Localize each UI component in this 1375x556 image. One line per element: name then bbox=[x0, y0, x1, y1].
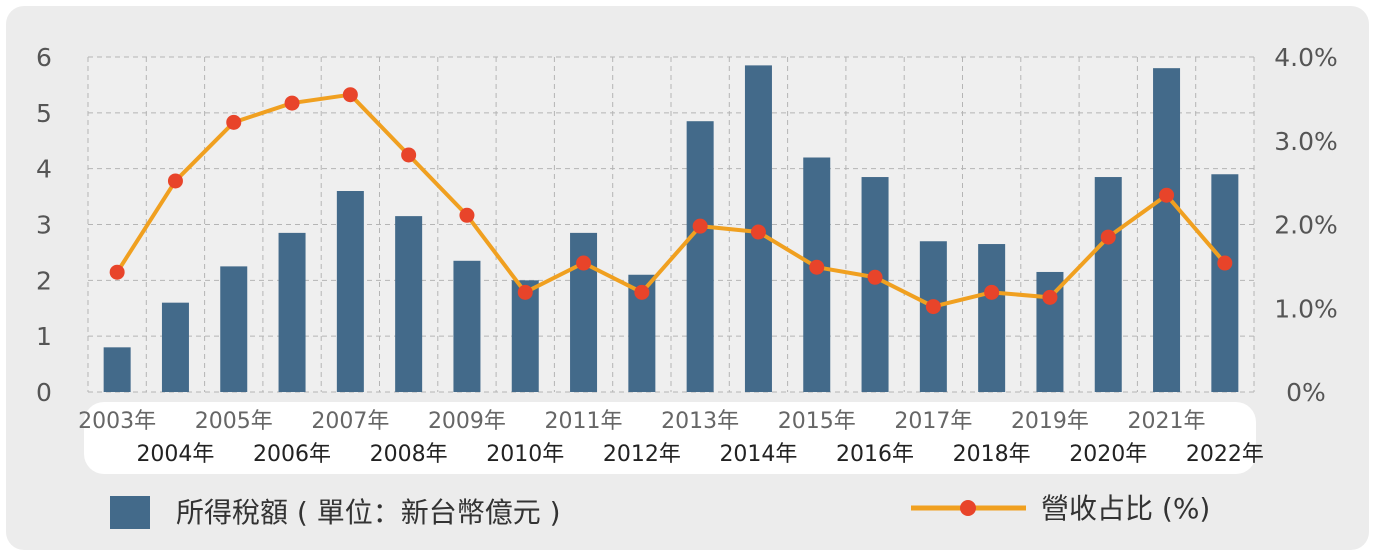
legend-line-marker bbox=[960, 500, 976, 516]
x-tick-label: 2005年 bbox=[195, 409, 273, 434]
legend-bar-swatch bbox=[110, 496, 150, 529]
x-tick-label: 2020年 bbox=[1069, 442, 1147, 467]
x-axis-labels: 2003年 2004年 2005年 2006年 2007年 2008年 2009年 2010年… bbox=[78, 409, 1264, 467]
x-tick-label: 2003年 bbox=[78, 409, 156, 434]
x-tick-label: 2012年 bbox=[603, 442, 681, 467]
bar-2007年 bbox=[336, 191, 364, 392]
x-tick-label: 2019年 bbox=[1011, 409, 1089, 434]
bar-2009年 bbox=[453, 260, 481, 392]
bar-2020年 bbox=[1094, 177, 1122, 392]
point-2007年 bbox=[342, 87, 358, 103]
x-tick-label: 2013年 bbox=[661, 409, 739, 434]
point-2010年 bbox=[517, 284, 533, 300]
x-tick-label: 2008年 bbox=[370, 442, 448, 467]
point-2012年 bbox=[634, 284, 650, 300]
point-2018年 bbox=[984, 284, 1000, 300]
point-2016年 bbox=[867, 269, 883, 285]
x-tick-label: 2006年 bbox=[253, 442, 331, 467]
point-2008年 bbox=[401, 147, 417, 163]
bar-2022年 bbox=[1211, 174, 1239, 392]
bar-2008年 bbox=[395, 216, 423, 392]
x-tick-label: 2014年 bbox=[719, 442, 797, 467]
left-tick-label: 0 bbox=[36, 378, 52, 407]
x-tick-label: 2021年 bbox=[1128, 409, 1206, 434]
point-2009年 bbox=[459, 207, 475, 223]
bar-series bbox=[103, 65, 1239, 392]
line-path bbox=[115, 92, 1227, 309]
left-tick-label: 3 bbox=[36, 211, 52, 240]
point-2020年 bbox=[1100, 229, 1116, 245]
x-tick-label: 2017年 bbox=[894, 409, 972, 434]
bar-2013年 bbox=[686, 121, 714, 392]
right-tick-label: 3.0% bbox=[1274, 127, 1338, 156]
x-tick-label: 2015年 bbox=[778, 409, 856, 434]
point-2011年 bbox=[576, 255, 592, 271]
bar-2018年 bbox=[978, 244, 1006, 392]
point-2006年 bbox=[284, 95, 300, 111]
left-axis-ticks: 0 1 2 3 4 5 6 bbox=[36, 43, 52, 407]
point-2004年 bbox=[167, 173, 183, 189]
point-2017年 bbox=[925, 299, 941, 315]
right-tick-label: 1.0% bbox=[1274, 294, 1338, 323]
bar-2004年 bbox=[161, 302, 189, 392]
left-tick-label: 1 bbox=[36, 322, 52, 351]
legend-bar-label: 所得稅額 ( 單位：新台幣億元 ) bbox=[176, 496, 561, 529]
right-tick-label: 4.0% bbox=[1274, 43, 1338, 72]
point-2015年 bbox=[809, 259, 825, 275]
x-tick-label: 2011年 bbox=[545, 409, 623, 434]
x-tick-label: 2010年 bbox=[486, 442, 564, 467]
left-tick-label: 5 bbox=[36, 99, 52, 128]
x-tick-label: 2022年 bbox=[1186, 442, 1264, 467]
left-tick-label: 6 bbox=[36, 43, 52, 72]
point-2003年 bbox=[109, 264, 125, 280]
left-tick-label: 2 bbox=[36, 266, 52, 295]
bar-2015年 bbox=[803, 157, 831, 392]
point-2021年 bbox=[1159, 187, 1175, 203]
x-tick-label: 2016年 bbox=[836, 442, 914, 467]
right-tick-label: 0% bbox=[1286, 378, 1326, 407]
legend-line-label: 營收占比 (%) bbox=[1041, 492, 1210, 525]
bar-2021年 bbox=[1153, 68, 1181, 392]
x-tick-label: 2004年 bbox=[136, 442, 214, 467]
x-tick-label: 2018年 bbox=[953, 442, 1031, 467]
line-series bbox=[109, 87, 1233, 315]
point-2005年 bbox=[226, 114, 242, 130]
bar-2017年 bbox=[919, 241, 947, 392]
right-tick-label: 2.0% bbox=[1274, 211, 1338, 240]
bar-2006年 bbox=[278, 232, 306, 392]
bar-2003年 bbox=[103, 347, 131, 392]
left-tick-label: 4 bbox=[36, 155, 52, 184]
x-tick-label: 2009年 bbox=[428, 409, 506, 434]
x-axis-label-band bbox=[84, 402, 1256, 474]
legend: 所得稅額 ( 單位：新台幣億元 ) 營收占比 (%) bbox=[110, 492, 1210, 529]
point-2019年 bbox=[1042, 289, 1058, 305]
point-2014年 bbox=[750, 224, 766, 240]
bar-2005年 bbox=[220, 266, 248, 392]
point-2022年 bbox=[1217, 255, 1233, 271]
x-tick-label: 2007年 bbox=[311, 409, 389, 434]
right-axis-ticks: 0% 1.0% 2.0% 3.0% 4.0% bbox=[1274, 43, 1338, 407]
point-2013年 bbox=[692, 218, 708, 234]
